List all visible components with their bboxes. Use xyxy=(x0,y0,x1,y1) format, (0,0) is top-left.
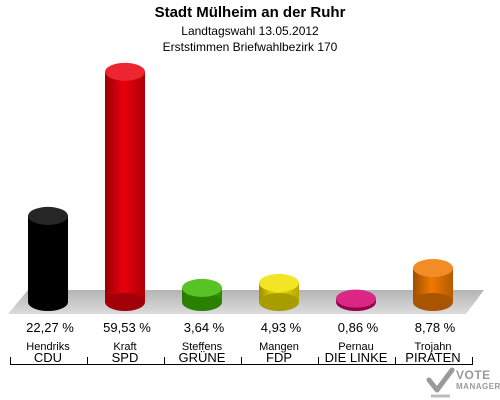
party-label: PIRATEN xyxy=(405,350,460,365)
bar-top xyxy=(259,273,299,292)
logo-text-vote: VOTE xyxy=(456,368,491,382)
bar-bottom xyxy=(259,293,299,311)
bar-bottom xyxy=(28,293,68,311)
bar-grüne xyxy=(182,278,222,311)
party-label: SPD xyxy=(112,350,139,365)
candidate-label: Hendriks xyxy=(26,341,70,353)
chart-subtitle: Landtagswahl 13.05.2012 xyxy=(181,24,319,38)
chart-floor xyxy=(8,290,484,314)
candidate-label: Steffens xyxy=(182,341,223,353)
bar-body xyxy=(105,71,145,302)
chart-title: Stadt Mülheim an der Ruhr xyxy=(154,4,346,21)
candidate-label: Trojahn xyxy=(415,341,452,353)
bar-bottom xyxy=(105,293,145,311)
bar-top xyxy=(105,62,145,81)
checkmark-logo-icon xyxy=(426,367,455,398)
value-label: 59,53 % xyxy=(103,320,151,335)
logo-text-manager: MANAGER xyxy=(456,382,500,391)
bar-cdu xyxy=(28,206,68,311)
bar-die-linke xyxy=(336,289,376,311)
value-label: 3,64 % xyxy=(184,320,225,335)
bar-piraten xyxy=(413,259,453,311)
value-label: 4,93 % xyxy=(261,320,302,335)
chart-subtitle-2: Erststimmen Briefwahlbezirk 170 xyxy=(162,40,338,54)
bar-body xyxy=(28,215,68,302)
bar-top xyxy=(413,259,453,278)
candidate-label: Mangen xyxy=(259,341,299,353)
value-label: 0,86 % xyxy=(338,320,379,335)
bar-fdp xyxy=(259,273,299,311)
party-label: CDU xyxy=(34,350,62,365)
candidate-label: Kraft xyxy=(113,341,136,353)
bar-spd xyxy=(105,62,145,311)
vote-manager-logo: VOTE MANAGER xyxy=(426,364,500,400)
bar-top xyxy=(182,278,222,297)
bar-bottom xyxy=(182,293,222,311)
candidate-label: Pernau xyxy=(338,341,373,353)
bar-bottom xyxy=(413,293,453,311)
bar-top xyxy=(28,206,68,225)
bar-top xyxy=(336,289,376,308)
party-label: FDP xyxy=(266,350,292,365)
value-label: 8,78 % xyxy=(415,320,456,335)
value-label: 22,27 % xyxy=(26,320,74,335)
category-axis xyxy=(10,357,473,365)
party-label: DIE LINKE xyxy=(325,350,388,365)
party-label: GRÜNE xyxy=(179,350,226,365)
